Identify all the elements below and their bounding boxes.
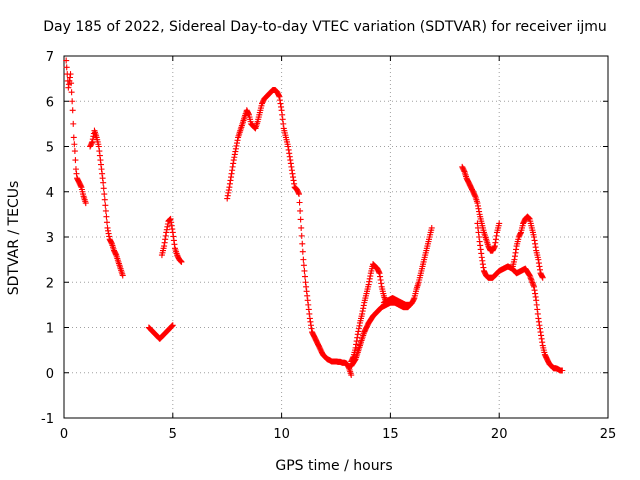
data-point [100, 179, 107, 186]
data-point [296, 199, 303, 206]
x-tick-label: 0 [60, 427, 68, 442]
y-tick-label: -1 [41, 412, 54, 427]
data-point [68, 80, 75, 87]
data-point [71, 141, 78, 148]
y-axis-label: SDTVAR / TECUs [6, 181, 22, 296]
data-point [299, 240, 306, 247]
data-point [296, 191, 303, 198]
data-point [300, 262, 307, 269]
data-point [299, 248, 306, 255]
y-tick-label: 6 [46, 95, 54, 110]
x-tick-label: 10 [273, 427, 290, 442]
y-tick-label: 7 [46, 50, 54, 65]
data-point [63, 57, 70, 64]
data-point [101, 196, 108, 203]
x-tick-label: 20 [491, 427, 508, 442]
grid-lines [64, 56, 608, 418]
y-tick-label: 1 [46, 322, 54, 337]
data-point [72, 157, 79, 164]
data-point [68, 89, 75, 96]
data-point [67, 71, 74, 78]
data-point [297, 216, 304, 223]
y-tick-label: 4 [46, 186, 54, 201]
y-tick-label: 0 [46, 367, 54, 382]
data-point [406, 301, 413, 308]
chart-title: Day 185 of 2022, Sidereal Day-to-day VTE… [43, 19, 607, 35]
data-point [82, 200, 89, 207]
y-tick-label: 2 [46, 276, 54, 291]
x-tick-label: 5 [169, 427, 177, 442]
data-point [301, 267, 308, 274]
data-points [63, 57, 566, 379]
data-point [298, 232, 305, 239]
x-tick-label: 25 [600, 427, 617, 442]
data-point [496, 220, 503, 227]
data-point [539, 274, 546, 281]
y-tick-label: 3 [46, 231, 54, 246]
x-axis-label: GPS time / hours [275, 458, 392, 474]
data-point [178, 258, 185, 265]
data-point [69, 98, 76, 105]
data-point [100, 185, 107, 192]
data-point [119, 272, 126, 279]
data-point [103, 219, 110, 226]
data-point [101, 191, 108, 198]
data-point [63, 64, 70, 71]
axis-ticks: 0 5 10 15 20 25 -1 0 1 2 3 4 5 6 7 [41, 50, 616, 442]
data-point [103, 213, 110, 220]
data-point [169, 322, 176, 329]
data-point [298, 224, 305, 231]
data-point [71, 148, 78, 155]
data-point [102, 207, 109, 214]
data-point [297, 207, 304, 214]
data-point [300, 256, 307, 263]
data-point [70, 120, 77, 127]
data-point [70, 134, 77, 141]
data-point [102, 202, 109, 209]
data-point [348, 372, 355, 379]
y-tick-label: 5 [46, 141, 54, 156]
data-point [428, 224, 435, 231]
data-point [69, 107, 76, 114]
data-point [559, 367, 566, 374]
data-point [301, 273, 308, 280]
x-tick-label: 15 [382, 427, 399, 442]
